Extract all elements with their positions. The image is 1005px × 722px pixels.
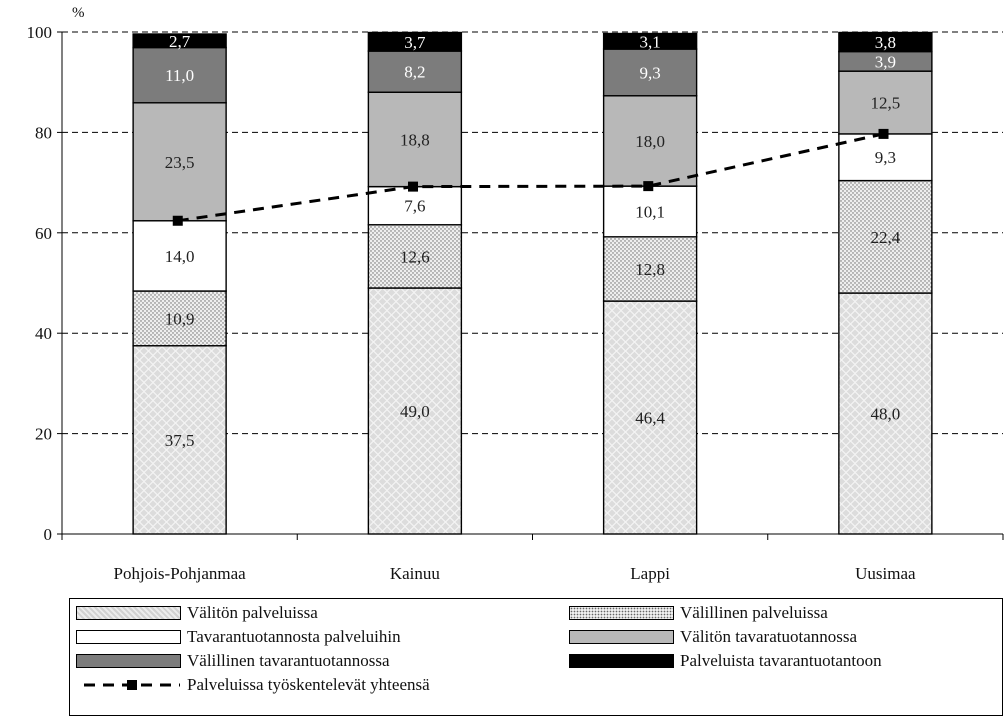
bar-segment — [132, 345, 227, 535]
x-category-label: Pohjois-Pohjanmaa — [114, 564, 247, 583]
bar-value-label: 14,0 — [165, 247, 195, 266]
bar-value-label: 49,0 — [400, 402, 430, 421]
bar-segment — [367, 50, 463, 93]
legend-swatch — [76, 630, 181, 644]
bar-segment — [602, 300, 698, 535]
bar-segment — [367, 31, 463, 52]
y-tick-label: 60 — [35, 224, 52, 243]
bar-segment — [132, 102, 227, 222]
y-tick-label: 0 — [44, 525, 53, 544]
legend-label: Välitön palveluissa — [187, 603, 318, 622]
total-line-marker — [172, 215, 183, 226]
legend-item: Välitön tavaratuotannossa — [569, 626, 857, 648]
legend-marker — [127, 680, 137, 690]
bar-value-label: 3,8 — [875, 33, 896, 52]
bar-value-label: 11,0 — [165, 66, 194, 85]
bar-segment — [602, 32, 698, 50]
x-category-label: Lappi — [630, 564, 670, 583]
legend-item: Palveluista tavarantuotantoon — [569, 650, 882, 672]
value-labels: 37,5 10,9 14,0 23,5 11,0 2,7 49,0 12,6 7,6 18,8 8,… — [165, 32, 901, 450]
bar-value-label: 3,9 — [875, 52, 896, 71]
total-line-marker — [408, 181, 419, 192]
bar-value-label: 22,4 — [871, 228, 901, 247]
bar-segment — [838, 179, 933, 294]
axes: 0 20 40 60 80 100 Pohjois-Pohjanmaa Kainuu Lappi… — [27, 23, 1004, 583]
bar-segment — [132, 290, 227, 347]
legend-label: Välitön tavaratuotannossa — [680, 627, 858, 646]
legend-line-swatch — [84, 680, 180, 690]
bar-segment — [367, 224, 463, 289]
legend-swatch — [76, 606, 181, 620]
legend-item: Palveluissa työskentelevät yhteensä — [76, 674, 430, 696]
bar-value-label: 7,6 — [404, 197, 425, 216]
bar-segment — [838, 133, 933, 182]
legend-item: Välitön palveluissa — [76, 602, 318, 624]
legend-swatch — [569, 630, 674, 644]
bar-segment — [602, 95, 698, 187]
bar-segment — [132, 46, 227, 104]
bar-segment — [132, 33, 227, 49]
legend-item: Välillinen tavarantuotannossa — [76, 650, 390, 672]
bar-value-label: 12,6 — [400, 247, 430, 266]
bar-value-label: 3,7 — [404, 33, 426, 52]
legend-swatch — [76, 654, 181, 668]
bar-segment — [838, 31, 933, 53]
legend-item: Tavarantuotannosta palveluihin — [76, 626, 401, 648]
legend-label: Palveluista tavarantuotantoon — [680, 651, 882, 670]
bar-value-label: 46,4 — [635, 409, 665, 428]
bar-segment — [367, 185, 463, 226]
bar-value-label: 12,8 — [635, 260, 665, 279]
bar-value-label: 9,3 — [875, 148, 896, 167]
total-line — [172, 128, 889, 226]
bars — [132, 31, 933, 535]
bar-value-label: 2,7 — [169, 32, 191, 51]
y-unit-label: % — [72, 5, 85, 21]
legend-label: Tavarantuotannosta palveluihin — [187, 627, 401, 646]
y-tick-label: 100 — [27, 23, 53, 42]
legend-swatch — [569, 606, 674, 620]
stacked-bar-chart: 0 20 40 60 80 100 Pohjois-Pohjanmaa Kainuu Lappi… — [27, 5, 1004, 583]
legend-label: Välillinen tavarantuotannossa — [187, 651, 390, 670]
bar-value-label: 10,9 — [165, 309, 195, 328]
bar-segment — [132, 220, 227, 292]
y-tick-label: 20 — [35, 425, 52, 444]
bar-value-label: 23,5 — [165, 153, 195, 172]
legend-swatch — [569, 654, 674, 668]
bar-value-label: 18,8 — [400, 130, 430, 149]
bar-value-label: 8,2 — [404, 63, 425, 82]
legend-label: Välillinen palveluissa — [680, 603, 828, 622]
bar-segment — [367, 91, 463, 188]
bar-value-label: 10,1 — [635, 202, 665, 221]
legend-item: Välillinen palveluissa — [569, 602, 828, 624]
y-tick-label: 40 — [35, 324, 52, 343]
x-category-label: Uusimaa — [855, 564, 916, 583]
bar-value-label: 9,3 — [640, 63, 661, 82]
bar-value-label: 48,0 — [871, 405, 901, 424]
total-line-marker — [643, 181, 654, 192]
bar-value-label: 37,5 — [165, 431, 195, 450]
x-category-label: Kainuu — [390, 564, 441, 583]
legend-label: Palveluissa työskentelevät yhteensä — [187, 675, 430, 694]
bar-segment — [602, 236, 698, 302]
total-line-marker — [878, 128, 889, 139]
bar-value-label: 12,5 — [871, 94, 901, 113]
bar-value-label: 3,1 — [640, 32, 661, 51]
y-tick-label: 80 — [35, 123, 52, 142]
total-line-path — [177, 132, 884, 223]
legend: Välitön palveluissa Välillinen palveluiss… — [69, 598, 1003, 716]
bar-value-label: 18,0 — [635, 132, 665, 151]
